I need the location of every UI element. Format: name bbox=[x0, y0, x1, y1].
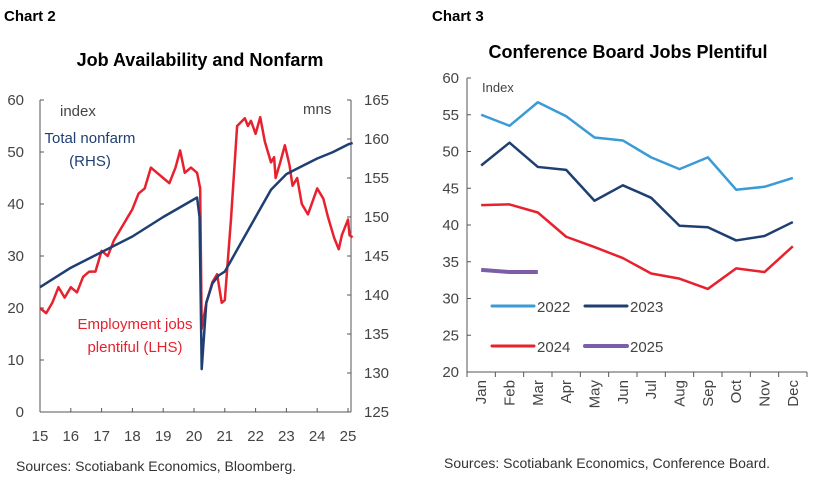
chart3-y-tick-label: 60 bbox=[442, 70, 459, 87]
chart2-right-tick-label: 130 bbox=[364, 365, 389, 382]
chart3-legend-label-2023: 2023 bbox=[630, 299, 663, 316]
chart3-x-tick-label: Jan bbox=[473, 380, 490, 404]
chart3-x-tick-label: Sep bbox=[700, 380, 717, 407]
chart3-legend-label-2024: 2024 bbox=[537, 339, 570, 356]
chart3-x-tick-label: Mar bbox=[530, 380, 547, 406]
chart2-jobs-label-axis: plentiful (LHS) bbox=[87, 339, 182, 356]
chart3-y-tick-label: 55 bbox=[442, 107, 459, 124]
chart2-right-tick-label: 145 bbox=[364, 248, 389, 265]
chart3-source: Sources: Scotiabank Economics, Conferenc… bbox=[444, 455, 770, 471]
chart3-x-tick-label: Jun bbox=[615, 380, 632, 404]
chart2-left-tick-label: 0 bbox=[16, 404, 24, 421]
chart3-y-tick-label: 20 bbox=[442, 364, 459, 381]
chart2-label: Chart 2 bbox=[4, 8, 56, 25]
chart3-series-line-2022 bbox=[480, 101, 794, 191]
chart3-unit: Index bbox=[482, 80, 514, 95]
chart3-y-tick-label: 25 bbox=[442, 327, 459, 344]
chart2-x-tick-label: 17 bbox=[93, 428, 110, 445]
chart2-series-line-jobs-plentiful bbox=[39, 115, 354, 331]
chart2-x-tick-label: 18 bbox=[124, 428, 141, 445]
chart3-x-tick-label: Apr bbox=[558, 380, 575, 403]
chart3-y-tick-label: 45 bbox=[442, 180, 459, 197]
chart3-y-tick-label: 35 bbox=[442, 254, 459, 271]
chart2-x-tick-label: 22 bbox=[247, 428, 264, 445]
chart3-x-tick-label: Feb bbox=[502, 380, 519, 406]
chart2-x-tick-label: 15 bbox=[32, 428, 49, 445]
chart2-left-tick-label: 40 bbox=[7, 196, 24, 213]
chart2-x-tick-label: 16 bbox=[62, 428, 79, 445]
chart2-x-tick-label: 21 bbox=[216, 428, 233, 445]
chart2-left-unit: index bbox=[60, 103, 96, 120]
chart2-right-tick-label: 125 bbox=[364, 404, 389, 421]
chart2-right-tick-label: 165 bbox=[364, 92, 389, 109]
chart2-left-tick-label: 60 bbox=[7, 92, 24, 109]
chart2-right-tick-label: 135 bbox=[364, 326, 389, 343]
chart3-x-tick-label: Jul bbox=[643, 380, 660, 399]
chart3-x-tick-label: Oct bbox=[728, 379, 745, 403]
chart2-source: Sources: Scotiabank Economics, Bloomberg… bbox=[16, 458, 296, 474]
chart2-x-tick-label: 24 bbox=[309, 428, 326, 445]
chart3-x-tick-label: May bbox=[587, 380, 604, 409]
chart3-x-tick-label: Aug bbox=[672, 380, 689, 407]
chart2-left-tick-label: 30 bbox=[7, 248, 24, 265]
chart2-left-tick-label: 10 bbox=[7, 352, 24, 369]
chart2-right-unit: mns bbox=[303, 101, 331, 118]
chart2-title: Job Availability and Nonfarm bbox=[77, 50, 324, 70]
chart3-x-tick-label: Dec bbox=[785, 380, 802, 407]
chart2-x-tick-label: 20 bbox=[186, 428, 203, 445]
chart2-left-tick-label: 20 bbox=[7, 300, 24, 317]
chart2-x-tick-label: 19 bbox=[155, 428, 172, 445]
chart2-jobs-label: Employment jobs bbox=[77, 316, 192, 333]
chart3-y-tick-label: 30 bbox=[442, 291, 459, 308]
chart2-left-tick-label: 50 bbox=[7, 144, 24, 161]
chart3-x-tick-label: Nov bbox=[757, 380, 774, 407]
chart3-legend-label-2022: 2022 bbox=[537, 299, 570, 316]
chart2-nonfarm-label: Total nonfarm bbox=[45, 130, 136, 147]
chart3-y-tick-label: 40 bbox=[442, 217, 459, 234]
chart3-label: Chart 3 bbox=[432, 8, 484, 25]
chart3-series-line-2025 bbox=[481, 267, 538, 275]
chart2-series-line-nonfarm bbox=[39, 141, 354, 371]
chart2-right-tick-label: 155 bbox=[364, 170, 389, 187]
chart3-title: Conference Board Jobs Plentiful bbox=[488, 42, 767, 62]
chart3-series-line-2023 bbox=[480, 141, 794, 242]
chart2-nonfarm-label-axis: (RHS) bbox=[69, 153, 111, 170]
chart2-x-tick-label: 25 bbox=[340, 428, 357, 445]
chart2-right-tick-label: 150 bbox=[364, 209, 389, 226]
chart3-legend-label-2025: 2025 bbox=[630, 339, 663, 356]
chart2-right-tick-label: 160 bbox=[364, 131, 389, 148]
chart2-x-tick-label: 23 bbox=[278, 428, 295, 445]
chart3-series-line-2024 bbox=[481, 203, 794, 291]
chart3-y-tick-label: 50 bbox=[442, 144, 459, 161]
chart2-right-tick-label: 140 bbox=[364, 287, 389, 304]
